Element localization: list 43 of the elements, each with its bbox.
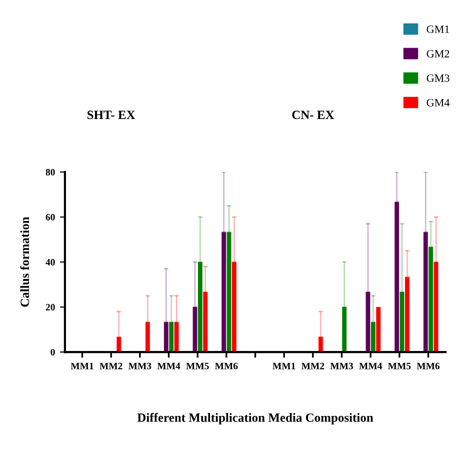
x-tick-label: MM6 <box>214 362 238 370</box>
x-tick-label: MM3 <box>128 362 152 370</box>
bar <box>376 307 381 352</box>
bar <box>203 292 208 352</box>
bar <box>394 202 400 352</box>
y-axis-title: Callus formation <box>20 216 30 307</box>
y-tick-label: 20 <box>46 304 55 310</box>
legend-label: GM1 <box>426 26 450 33</box>
bar <box>342 307 347 352</box>
x-tick-label: MM4 <box>157 362 180 370</box>
x-tick-label: MM5 <box>186 362 209 370</box>
x-tick-label: MM4 <box>359 362 382 370</box>
bar <box>145 322 150 352</box>
x-tick-label: MM3 <box>330 362 354 370</box>
y-tick-label: 60 <box>46 214 55 220</box>
bar <box>198 262 202 352</box>
x-tick-label: MM1 <box>272 362 296 370</box>
x-tick-label: MM2 <box>100 362 122 370</box>
text: SHT- EX <box>87 110 136 120</box>
bar <box>428 246 434 352</box>
legend-label: GM3 <box>426 74 450 82</box>
bar <box>318 336 323 352</box>
bar <box>164 322 168 352</box>
y-tick-label: 0 <box>50 348 55 356</box>
text: CN- EX <box>292 110 334 120</box>
bar <box>370 322 376 352</box>
bar <box>423 232 428 352</box>
x-axis-title: Different Multiplication Media Composition <box>137 412 374 424</box>
bar <box>222 232 226 352</box>
x-tick-label: MM2 <box>301 362 324 370</box>
y-tick-label: 80 <box>46 168 55 176</box>
x-tick-label: MM1 <box>70 362 94 370</box>
y-tick-label: 40 <box>46 258 55 266</box>
bar <box>232 262 236 352</box>
bar <box>226 232 232 352</box>
x-tick-label: MM6 <box>416 362 440 370</box>
bar <box>169 322 174 352</box>
bar <box>116 336 122 352</box>
bar <box>405 277 410 352</box>
bar <box>434 262 438 352</box>
x-tick-label: MM5 <box>388 362 411 370</box>
legend-label: GM4 <box>426 98 450 106</box>
legend-label: GM2 <box>426 50 450 58</box>
